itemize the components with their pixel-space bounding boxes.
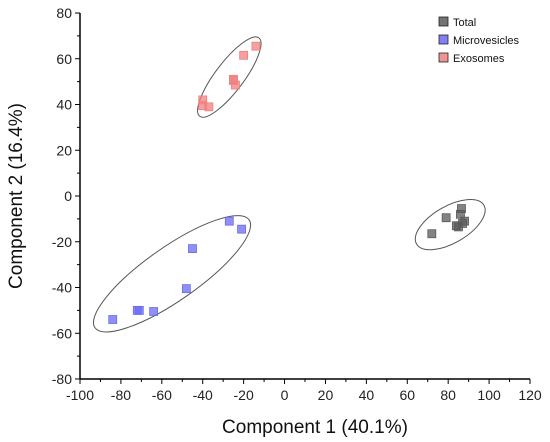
point-exosomes (251, 41, 261, 51)
y-tick-label: 0 (64, 188, 72, 204)
x-tick-label: 80 (440, 387, 456, 403)
y-tick-label: -60 (52, 325, 72, 341)
data-points (108, 41, 469, 324)
x-tick-label: -100 (66, 387, 94, 403)
x-axis-title: Component 1 (40.1%) (222, 417, 408, 438)
point-microvesicles (134, 305, 144, 315)
cluster-ellipse-microvesicles (92, 215, 252, 333)
y-tick-label: 20 (56, 142, 72, 158)
point-microvesicles (181, 284, 191, 294)
point-total (427, 229, 437, 239)
legend-swatch-total (438, 16, 449, 27)
x-tick-label: -40 (193, 387, 213, 403)
legend: Total Microvesicles Exosomes (438, 16, 520, 65)
x-tick-label: -60 (152, 387, 172, 403)
legend-swatch-exosomes (438, 52, 449, 63)
point-total (460, 216, 469, 226)
y-tick-label: -20 (52, 234, 72, 250)
point-total (457, 204, 466, 213)
x-tick-label: 20 (318, 387, 334, 403)
point-microvesicles (237, 224, 246, 234)
point-microvesicles (108, 315, 118, 324)
legend-label-microvesicles: Microvesicles (453, 35, 520, 47)
x-tick-label: 120 (518, 387, 542, 403)
legend-label-total: Total (453, 17, 476, 29)
x-tick-label: -20 (234, 387, 254, 403)
x-tick-label: 0 (281, 387, 289, 403)
x-tick-label: 100 (477, 387, 501, 403)
point-microvesicles (188, 244, 197, 254)
y-ticks: -80 -60 -40 -20 0 20 40 60 80 (52, 5, 80, 387)
x-tick-label: 60 (399, 387, 415, 403)
point-exosomes (231, 80, 240, 90)
cluster-ellipse-total (414, 198, 486, 251)
point-microvesicles (149, 307, 159, 316)
point-exosomes (239, 50, 249, 60)
axes (79, 13, 530, 380)
y-tick-label: 80 (56, 5, 72, 21)
legend-label-exosomes: Exosomes (453, 53, 505, 65)
x-tick-label: -80 (111, 387, 131, 403)
x-tick-label: 40 (359, 387, 375, 403)
point-exosomes (204, 102, 214, 112)
point-total (441, 213, 451, 223)
cluster-ellipse-exosomes (197, 36, 262, 118)
legend-swatch-microvesicles (438, 34, 449, 45)
cluster-ellipses (92, 36, 486, 333)
y-axis-title: Component 2 (16.4%) (6, 103, 27, 289)
y-tick-label: 40 (56, 97, 72, 113)
y-tick-label: 60 (56, 51, 72, 67)
x-ticks: -100 -80 -60 -40 -20 0 20 40 60 80 100 120 (66, 379, 542, 403)
point-microvesicles (224, 216, 234, 226)
y-tick-label: -40 (52, 280, 72, 296)
y-tick-label: -80 (52, 371, 72, 387)
